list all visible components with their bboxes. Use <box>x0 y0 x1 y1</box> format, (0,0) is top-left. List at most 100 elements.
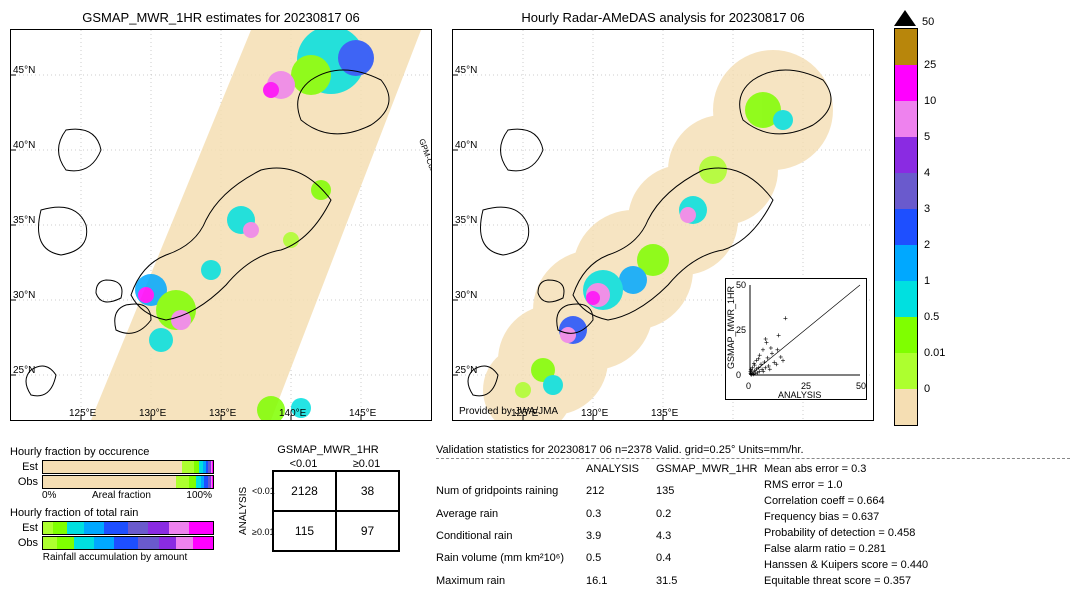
stats-value: 0.4 <box>656 552 746 568</box>
colorbar-row: 4 <box>894 137 945 173</box>
colorbar-tick: 3 <box>924 203 930 215</box>
colorbar-tick: 50 <box>922 16 934 28</box>
validation-table: ANALYSISGSMAP_MWR_1HRNum of gridpoints r… <box>436 463 746 591</box>
fraction-seg <box>114 537 138 549</box>
stats-row-label: Maximum rain <box>436 575 586 591</box>
svg-text:35°N: 35°N <box>13 215 35 226</box>
contingency-row-title: ANALYSIS <box>238 470 252 552</box>
colorbar-tick: 5 <box>924 131 930 143</box>
totalrain-bottom-label: Rainfall accumulation by amount <box>10 552 220 563</box>
fraction-seg <box>138 537 158 549</box>
stats-row-label: Conditional rain <box>436 530 586 546</box>
colorbar-arrow-icon <box>894 10 916 26</box>
axis-label: Areal fraction <box>92 490 151 501</box>
fraction-bar <box>42 460 214 474</box>
fraction-tag: Est <box>10 461 42 473</box>
fraction-seg <box>67 522 84 534</box>
fraction-seg <box>128 522 148 534</box>
stats-value: 212 <box>586 485 656 501</box>
stats-header: ANALYSIS <box>586 463 656 479</box>
fraction-seg <box>43 522 53 534</box>
stats-value: 3.9 <box>586 530 656 546</box>
colorbar-row: 3 <box>894 173 945 209</box>
validation-metrics: Mean abs error = 0.3RMS error = 1.0Corre… <box>764 463 928 591</box>
metric-line: Correlation coeff = 0.664 <box>764 495 928 507</box>
ct-col-label: ≥0.01 <box>335 458 398 470</box>
fraction-seg <box>43 476 176 488</box>
axis-tick: 0% <box>42 490 56 501</box>
stats-value: 31.5 <box>656 575 746 591</box>
fraction-tag: Obs <box>10 537 42 549</box>
fraction-seg <box>84 522 104 534</box>
ct-cell: 2128 <box>273 471 336 511</box>
ct-row-label: <0.01 <box>252 486 272 496</box>
fraction-seg <box>212 461 213 473</box>
svg-text:ANALYSIS: ANALYSIS <box>778 390 821 399</box>
stats-value: 135 <box>656 485 746 501</box>
fraction-seg <box>176 476 190 488</box>
colorbar-tick: 0.01 <box>924 347 945 359</box>
colorbar-swatch <box>894 101 918 137</box>
fraction-seg <box>212 476 213 488</box>
fraction-tag: Est <box>10 522 42 534</box>
metric-line: Hanssen & Kuipers score = 0.440 <box>764 559 928 571</box>
colorbar-tick: 0.5 <box>924 311 939 323</box>
colorbar-tick: 0 <box>924 383 930 395</box>
fraction-seg <box>148 522 168 534</box>
svg-text:30°N: 30°N <box>13 290 35 301</box>
fraction-seg <box>169 522 189 534</box>
colorbar-tick: 4 <box>924 167 930 179</box>
metric-line: Frequency bias = 0.637 <box>764 511 928 523</box>
svg-text:30°N: 30°N <box>455 290 477 301</box>
fraction-seg <box>193 537 213 549</box>
occurrence-axis: 0% Areal fraction 100% <box>42 490 212 501</box>
validation-column: Validation statistics for 20230817 06 n=… <box>436 444 1070 591</box>
svg-text:0: 0 <box>746 381 751 391</box>
svg-text:35°N: 35°N <box>455 215 477 226</box>
stats-header: GSMAP_MWR_1HR <box>656 463 746 479</box>
svg-text:25: 25 <box>736 325 746 335</box>
svg-text:135°E: 135°E <box>209 408 237 419</box>
top-row: GSMAP_MWR_1HR estimates for 20230817 06 … <box>10 10 1070 426</box>
stats-value: 16.1 <box>586 575 656 591</box>
contingency-col-labels: <0.01 ≥0.01 <box>272 458 418 470</box>
bottom-row: Hourly fraction by occurence EstObs 0% A… <box>10 444 1070 591</box>
colorbar-swatches: 2510543210.50.010 <box>894 28 945 426</box>
scatter-inset: 0025255050ANALYSISGSMAP_MWR_1HR <box>725 278 867 400</box>
metric-line: Probability of detection = 0.458 <box>764 527 928 539</box>
colorbar-tick: 2 <box>924 239 930 251</box>
fraction-seg <box>74 537 94 549</box>
svg-text:45°N: 45°N <box>455 65 477 76</box>
contingency-col-title: GSMAP_MWR_1HR <box>238 444 418 456</box>
fraction-bar <box>42 475 214 489</box>
contingency-row-labels: <0.01 ≥0.01 <box>252 470 272 552</box>
totalrain-title: Hourly fraction of total rain <box>10 507 220 519</box>
svg-text:135°E: 135°E <box>651 408 679 419</box>
colorbar-row: 0.5 <box>894 281 945 317</box>
colorbar-row: 2 <box>894 209 945 245</box>
right-map-panel: Hourly Radar-AMeDAS analysis for 2023081… <box>452 10 874 421</box>
validation-title: Validation statistics for 20230817 06 n=… <box>436 444 1070 459</box>
fraction-seg <box>43 537 57 549</box>
stats-header <box>436 463 586 479</box>
fraction-column: Hourly fraction by occurence EstObs 0% A… <box>10 444 220 565</box>
svg-text:GPM-Core GMI: GPM-Core GMI <box>417 138 431 193</box>
stats-value: 0.3 <box>586 508 656 524</box>
colorbar-row: 5 <box>894 101 945 137</box>
colorbar-swatch <box>894 317 918 353</box>
fraction-bar <box>42 536 214 550</box>
svg-text:130°E: 130°E <box>581 408 609 419</box>
colorbar-swatch <box>894 209 918 245</box>
svg-text:25°N: 25°N <box>13 365 35 376</box>
fraction-seg <box>94 537 114 549</box>
colorbar-swatch <box>894 281 918 317</box>
fraction-bar <box>42 521 214 535</box>
left-map-frame: 25°N30°N35°N40°N45°N125°E130°E135°E140°E… <box>10 29 432 421</box>
fraction-row: Est <box>10 521 220 535</box>
ct-row-label: ≥0.01 <box>252 527 272 537</box>
colorbar-row: 10 <box>894 65 945 101</box>
contingency-column: GSMAP_MWR_1HR <0.01 ≥0.01 ANALYSIS <0.01… <box>238 444 418 552</box>
fraction-seg <box>43 461 182 473</box>
colorbar-swatch <box>894 353 918 389</box>
fraction-seg <box>57 537 74 549</box>
